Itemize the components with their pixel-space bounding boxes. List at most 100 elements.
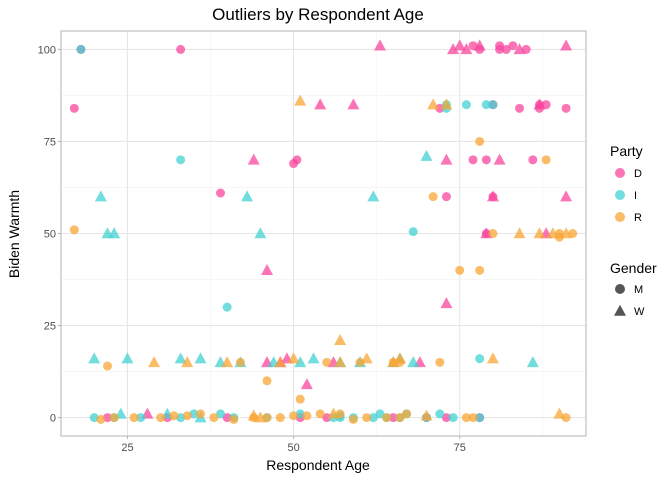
data-point-triangle [254, 227, 267, 239]
data-point-circle [69, 103, 79, 113]
data-point-circle [488, 100, 498, 110]
legend-gender-items: MW [614, 284, 645, 318]
data-point-circle [355, 357, 365, 367]
data-point-triangle [453, 39, 466, 51]
data-point-triangle [427, 98, 440, 110]
legend-key-party [615, 212, 625, 222]
y-axis-ticks: 0 25 50 75 100 [38, 44, 61, 425]
data-point-circle [481, 155, 491, 165]
data-point-circle [461, 100, 471, 110]
data-point-triangle [334, 356, 347, 368]
data-point-circle [109, 413, 119, 423]
y-tick-label: 75 [44, 136, 56, 148]
data-point-circle [501, 44, 511, 54]
data-point-triangle [241, 190, 254, 202]
data-point-circle [455, 265, 465, 275]
data-point-circle [292, 155, 302, 165]
data-point-triangle [174, 352, 187, 364]
data-point-circle [169, 411, 179, 421]
legend-label-gender: M [634, 284, 643, 296]
data-point-circle [215, 188, 225, 198]
legend: Party DIR Gender MW [610, 143, 657, 318]
data-point-circle [129, 413, 139, 423]
data-point-circle [289, 411, 299, 421]
data-point-circle [488, 229, 498, 238]
data-point-circle [275, 413, 285, 423]
plot-panel [60, 30, 587, 437]
data-point-circle [561, 413, 571, 423]
data-point-circle [448, 413, 458, 423]
x-axis-ticks: 25 50 75 [121, 436, 466, 454]
x-tick-label: 25 [121, 442, 133, 454]
data-point-triangle [473, 39, 486, 51]
y-tick-label: 50 [44, 229, 56, 241]
x-axis-title: Respondent Age [266, 457, 370, 473]
data-point-triangle [460, 43, 473, 55]
data-point-circle [302, 411, 312, 421]
data-point-circle [103, 361, 113, 371]
data-point-triangle [420, 149, 433, 161]
data-point-circle [156, 413, 166, 423]
data-point-circle [209, 413, 219, 423]
data-point-triangle [407, 356, 420, 368]
data-point-circle [215, 409, 225, 419]
data-point-circle [475, 265, 485, 275]
data-point-circle [388, 413, 398, 423]
data-point-circle [402, 409, 412, 419]
data-point-circle [295, 394, 305, 404]
data-point-circle [69, 225, 79, 235]
data-point-triangle [393, 352, 406, 364]
data-point-triangle [367, 190, 380, 202]
data-point-triangle [254, 411, 267, 423]
chart-title: Outliers by Respondent Age [212, 5, 424, 24]
data-point-circle [136, 413, 146, 423]
data-point-triangle [440, 297, 453, 309]
legend-key-triangle [614, 304, 626, 316]
legend-label-party: I [634, 190, 637, 202]
data-point-triangle [181, 356, 194, 368]
data-point-triangle [314, 98, 327, 110]
data-point-triangle [327, 407, 340, 419]
legend-party-items: DIR [615, 168, 642, 224]
data-point-circle [475, 354, 485, 364]
data-point-circle [176, 44, 186, 54]
data-point-circle [435, 409, 445, 419]
data-point-triangle [194, 352, 207, 364]
data-point-circle [495, 44, 505, 54]
legend-key-circle [615, 284, 625, 294]
data-point-triangle [560, 190, 573, 202]
data-point-triangle [560, 39, 573, 51]
data-point-triangle [294, 94, 307, 106]
data-point-triangle [247, 153, 260, 165]
data-point-circle [475, 136, 485, 146]
data-point-circle [468, 155, 478, 165]
data-point-triangle [447, 43, 460, 55]
data-point-circle [561, 103, 571, 113]
data-point-circle [375, 409, 385, 419]
data-point-triangle [300, 378, 313, 390]
data-point-circle [362, 413, 372, 423]
legend-label-gender: W [634, 306, 645, 318]
data-point-triangle [546, 227, 559, 239]
data-point-triangle [513, 227, 526, 239]
data-point-triangle [553, 407, 566, 419]
data-points [69, 39, 578, 424]
data-point-triangle [261, 264, 274, 276]
data-point-circle [528, 155, 538, 165]
data-point-triangle [221, 356, 234, 368]
data-point-circle [508, 41, 518, 51]
data-point-circle [196, 409, 206, 419]
data-point-circle [368, 413, 378, 423]
data-point-triangle [526, 356, 539, 368]
data-point-circle [382, 413, 392, 423]
data-point-triangle [560, 227, 573, 239]
data-point-circle [322, 413, 332, 423]
legend-label-party: R [634, 212, 642, 224]
data-point-triangle [347, 98, 360, 110]
y-tick-label: 25 [44, 321, 56, 333]
legend-key-party [615, 168, 625, 178]
data-point-triangle [360, 352, 373, 364]
data-point-triangle [307, 352, 320, 364]
data-point-triangle [121, 352, 134, 364]
